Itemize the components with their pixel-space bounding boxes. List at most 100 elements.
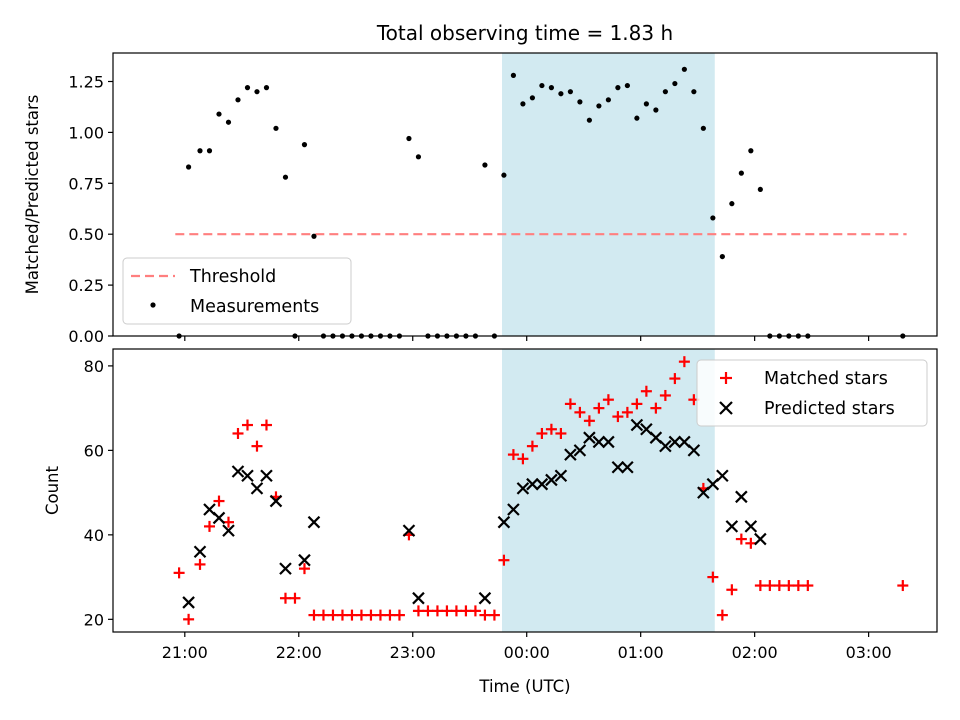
y-tick-label: 40 (84, 526, 104, 545)
x-tick-label: 01:00 (618, 643, 664, 662)
matched-star-point (412, 605, 424, 617)
matched-star-point (783, 580, 795, 592)
matched-star-point (260, 419, 272, 431)
measurement-point (719, 253, 725, 260)
matched-star-point (194, 558, 206, 570)
matched-star-point (469, 605, 481, 617)
x-tick-label: 23:00 (390, 643, 436, 662)
measurement-point (624, 82, 630, 89)
predicted-star-point (307, 515, 321, 529)
matched-star-point (441, 605, 453, 617)
predicted-star-point (412, 591, 425, 605)
matched-star-point (707, 571, 719, 583)
predicted-star-point (535, 477, 549, 491)
measurement-point (605, 97, 611, 103)
predicted-star-point (725, 520, 739, 533)
bottom-y-axis-label: Count (43, 465, 62, 515)
matched-star-point (327, 609, 339, 621)
measurement-point (301, 142, 308, 148)
predicted-star-point (573, 444, 587, 457)
predicted-star-point (659, 439, 672, 453)
matched-star-point (232, 427, 244, 439)
matched-star-point (583, 415, 595, 427)
matched-star-point (631, 398, 643, 410)
matched-star-point (384, 609, 396, 621)
y-tick-label: 0.50 (68, 225, 104, 244)
measurement-point (216, 111, 222, 117)
measurement-point (681, 66, 687, 72)
x-tick-label: 03:00 (846, 643, 892, 662)
top-plot-frame (112, 52, 938, 337)
matched-star-point (507, 449, 519, 461)
matched-star-point (640, 385, 652, 397)
matched-star-point (897, 580, 909, 592)
matched-star-point (222, 516, 234, 528)
top-y-axis-label: Matched/Predicted stars (23, 95, 42, 295)
predicted-star-point (716, 469, 729, 482)
legend-matched-swatch (720, 372, 732, 384)
measurement-point (415, 154, 422, 160)
matched-star-point (669, 373, 681, 385)
matched-star-point (374, 609, 386, 621)
legend-predicted-label: Predicted stars (764, 399, 895, 419)
predicted-star-point (687, 444, 701, 457)
measurement-point (615, 85, 621, 91)
matched-star-point (764, 580, 776, 592)
measurement-point (710, 215, 716, 221)
matched-star-point (593, 402, 605, 414)
predicted-star-point (298, 553, 311, 567)
matched-star-point (716, 609, 728, 621)
bottom-y-axis: 20 40 60 80 (84, 357, 113, 629)
matched-star-point (251, 440, 263, 452)
predicted-star-point (621, 460, 634, 474)
top-legend-box (122, 257, 352, 325)
matched-star-point (754, 580, 766, 592)
measurement-point (729, 201, 735, 207)
matched-star-point (308, 609, 320, 621)
y-tick-label: 0.75 (68, 174, 104, 193)
bottom-legend-box (696, 359, 928, 427)
matched-star-point (479, 609, 491, 621)
top-legend: Threshold Measurements (122, 257, 352, 325)
x-tick-label: 02:00 (732, 643, 778, 662)
matched-star-point (602, 394, 614, 406)
legend-threshold-label: Threshold (189, 267, 276, 287)
top-observing-window (502, 53, 715, 336)
measurement-point (738, 170, 744, 176)
measurement-point (634, 115, 640, 121)
predicted-star-point (279, 562, 292, 575)
measurement-point (501, 172, 507, 178)
matched-star-point (241, 419, 253, 431)
matched-star-point (393, 609, 405, 621)
matched-star-point (498, 554, 510, 566)
predicted-star-point (478, 591, 492, 605)
predicted-star-point (193, 545, 207, 559)
measurement-point (263, 85, 270, 91)
predicted-star-point (602, 435, 615, 449)
bottom-x-axis: 21:00 22:00 23:00 00:00 01:00 02:00 03:00 (162, 632, 892, 662)
matched-star-point (279, 592, 291, 604)
bottom-series (173, 356, 909, 625)
x-tick-label: 21:00 (162, 643, 208, 662)
predicted-star-point (222, 524, 235, 537)
matched-star-point (203, 520, 215, 532)
measurement-point (577, 99, 583, 105)
matched-star-point (574, 406, 586, 418)
predicted-star-point (269, 494, 283, 508)
measurement-point (691, 89, 697, 95)
matched-star-point (526, 440, 538, 452)
matched-star-point (745, 537, 757, 549)
measurement-point (643, 101, 649, 107)
matched-star-point (659, 389, 671, 401)
matched-star-point (773, 580, 785, 592)
y-tick-label: 0.25 (68, 276, 104, 295)
predicted-star-point (526, 477, 539, 491)
measurement-point (244, 85, 251, 91)
measurement-point (596, 103, 602, 109)
matched-star-point (213, 495, 225, 507)
y-tick-label: 20 (84, 610, 104, 629)
predicted-star-point (516, 482, 530, 495)
predicted-star-point (592, 435, 606, 449)
matched-star-point (735, 533, 747, 545)
